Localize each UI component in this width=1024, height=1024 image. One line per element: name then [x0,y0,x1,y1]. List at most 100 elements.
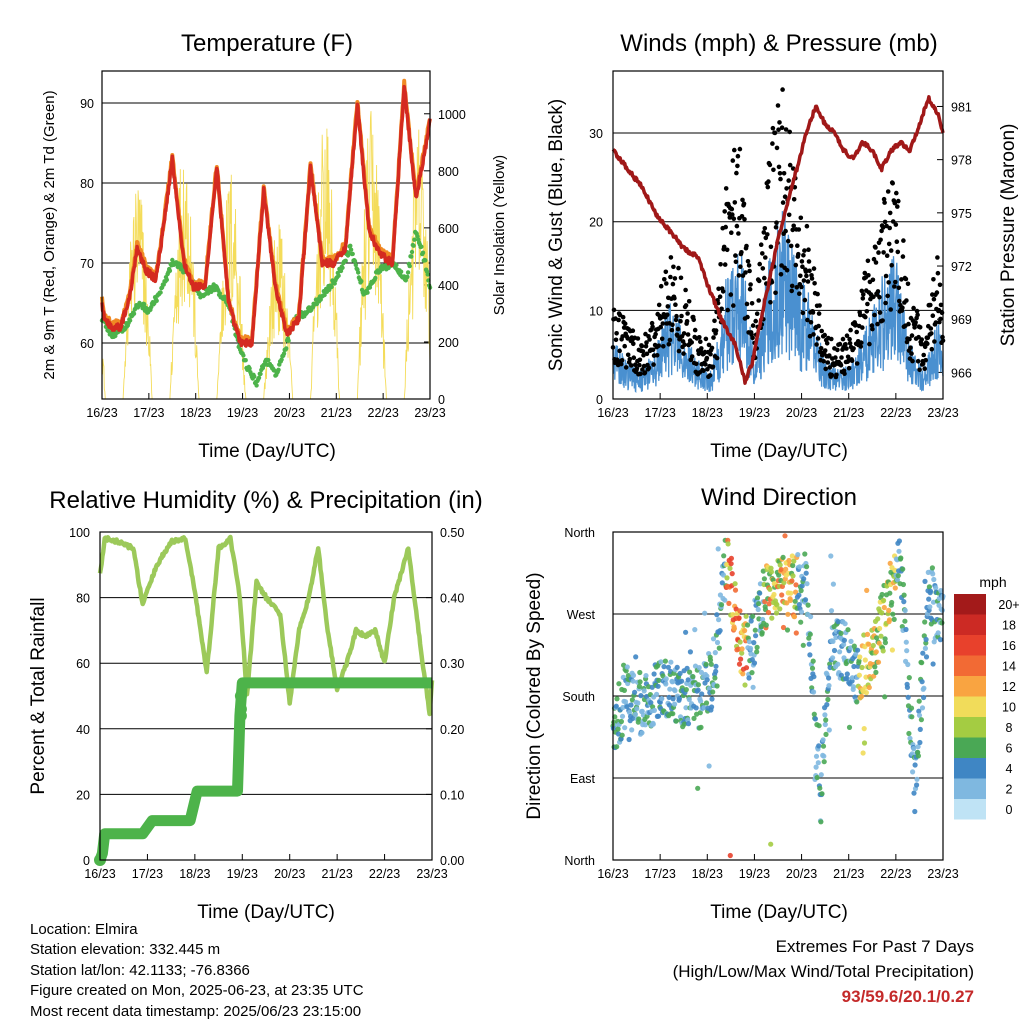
gust-point [829,336,834,342]
gust-point [756,278,762,284]
direction-point [891,616,897,623]
direction-point [779,592,785,598]
direction-point [695,682,702,688]
direction-point [766,601,772,607]
direction-point [826,675,832,681]
legend-swatch [954,655,986,676]
direction-point [630,672,637,679]
y-tick-label: West [567,608,596,622]
x-tick-label: 21/23 [322,867,353,881]
dewpoint-point [336,273,341,278]
gust-point [689,354,695,359]
gust-point [854,329,859,335]
direction-point [656,677,662,684]
direction-point [936,602,942,608]
plot-frame [612,531,944,861]
gust-point [915,312,920,318]
gust-point [683,303,689,308]
extremes-box: Extremes For Past 7 Days (High/Low/Max W… [673,934,974,1009]
direction-point [780,624,787,631]
direction-point [732,587,739,593]
gust-point [790,227,795,233]
y-tick-label: 0 [83,854,90,868]
gust-point [908,345,913,351]
gust-point [678,275,684,281]
direction-point [822,721,828,728]
direction-point [880,648,886,654]
gust-point [750,335,755,341]
gust-point [770,141,775,146]
x-tick-label: 18/23 [180,406,211,420]
direction-point [630,715,636,722]
gust-point [871,294,876,300]
direction-point [796,602,802,608]
gust-point [729,230,734,235]
gust-point [882,200,887,205]
gust-point [863,314,868,320]
gust-point [766,179,771,184]
direction-point [728,555,735,562]
y2-tick-label: 0.20 [440,723,464,737]
direction-point [759,630,765,636]
direction-point [896,538,903,544]
gust-point [885,189,891,194]
direction-point [691,715,697,722]
gust-point [896,198,901,204]
gust-point [643,344,649,349]
direction-point [777,562,783,568]
direction-point [873,649,879,655]
direction-point [873,669,879,676]
direction-point [699,691,705,697]
direction-point [793,589,799,595]
legend-label: 10 [1002,701,1016,715]
gust-point [691,317,696,323]
direction-point [863,690,870,696]
direction-point [892,585,898,591]
direction-point [666,694,672,701]
direction-point [684,665,690,671]
gust-point [780,87,785,92]
gust-point [860,325,865,330]
gust-point [671,264,676,270]
y2-tick-label: 966 [951,366,972,380]
direction-point [755,606,761,613]
gust-point [824,341,830,346]
x-tick-label: 18/23 [179,867,210,881]
y-tick-label: 30 [589,127,603,141]
gust-point [819,328,824,334]
gust-point [811,266,817,271]
gust-point [812,281,817,286]
y2label-winds: Station Pressure (Maroon) [998,124,1019,347]
direction-point [846,724,853,731]
direction-point [927,604,933,610]
gust-point [773,290,778,296]
gust-point [785,238,791,244]
gust-point [736,273,742,278]
gust-point [851,346,856,351]
gust-point [786,178,791,183]
gust-point [668,255,674,260]
direction-point [916,698,922,704]
info-latlon: Station lat/lon: 42.1133; -76.8366 [30,961,250,979]
legend-swatch [954,594,986,615]
direction-point [898,555,904,561]
direction-point [866,641,872,647]
dewpoint-point [425,272,430,277]
direction-point [709,704,715,710]
gust-point [629,363,634,368]
direction-point [914,782,920,788]
y-tick-label: 0 [596,393,603,407]
direction-point [784,627,791,633]
direction-point [795,552,801,558]
direction-point [659,696,665,702]
legend-label: 14 [1002,660,1016,674]
direction-point [877,625,883,632]
direction-point [882,694,888,700]
direction-point [813,764,819,770]
gust-point [866,273,871,278]
gust-point [742,217,747,222]
direction-point [802,597,809,603]
direction-point [866,684,872,691]
direction-point [922,619,928,625]
dewpoint-point [127,318,133,323]
